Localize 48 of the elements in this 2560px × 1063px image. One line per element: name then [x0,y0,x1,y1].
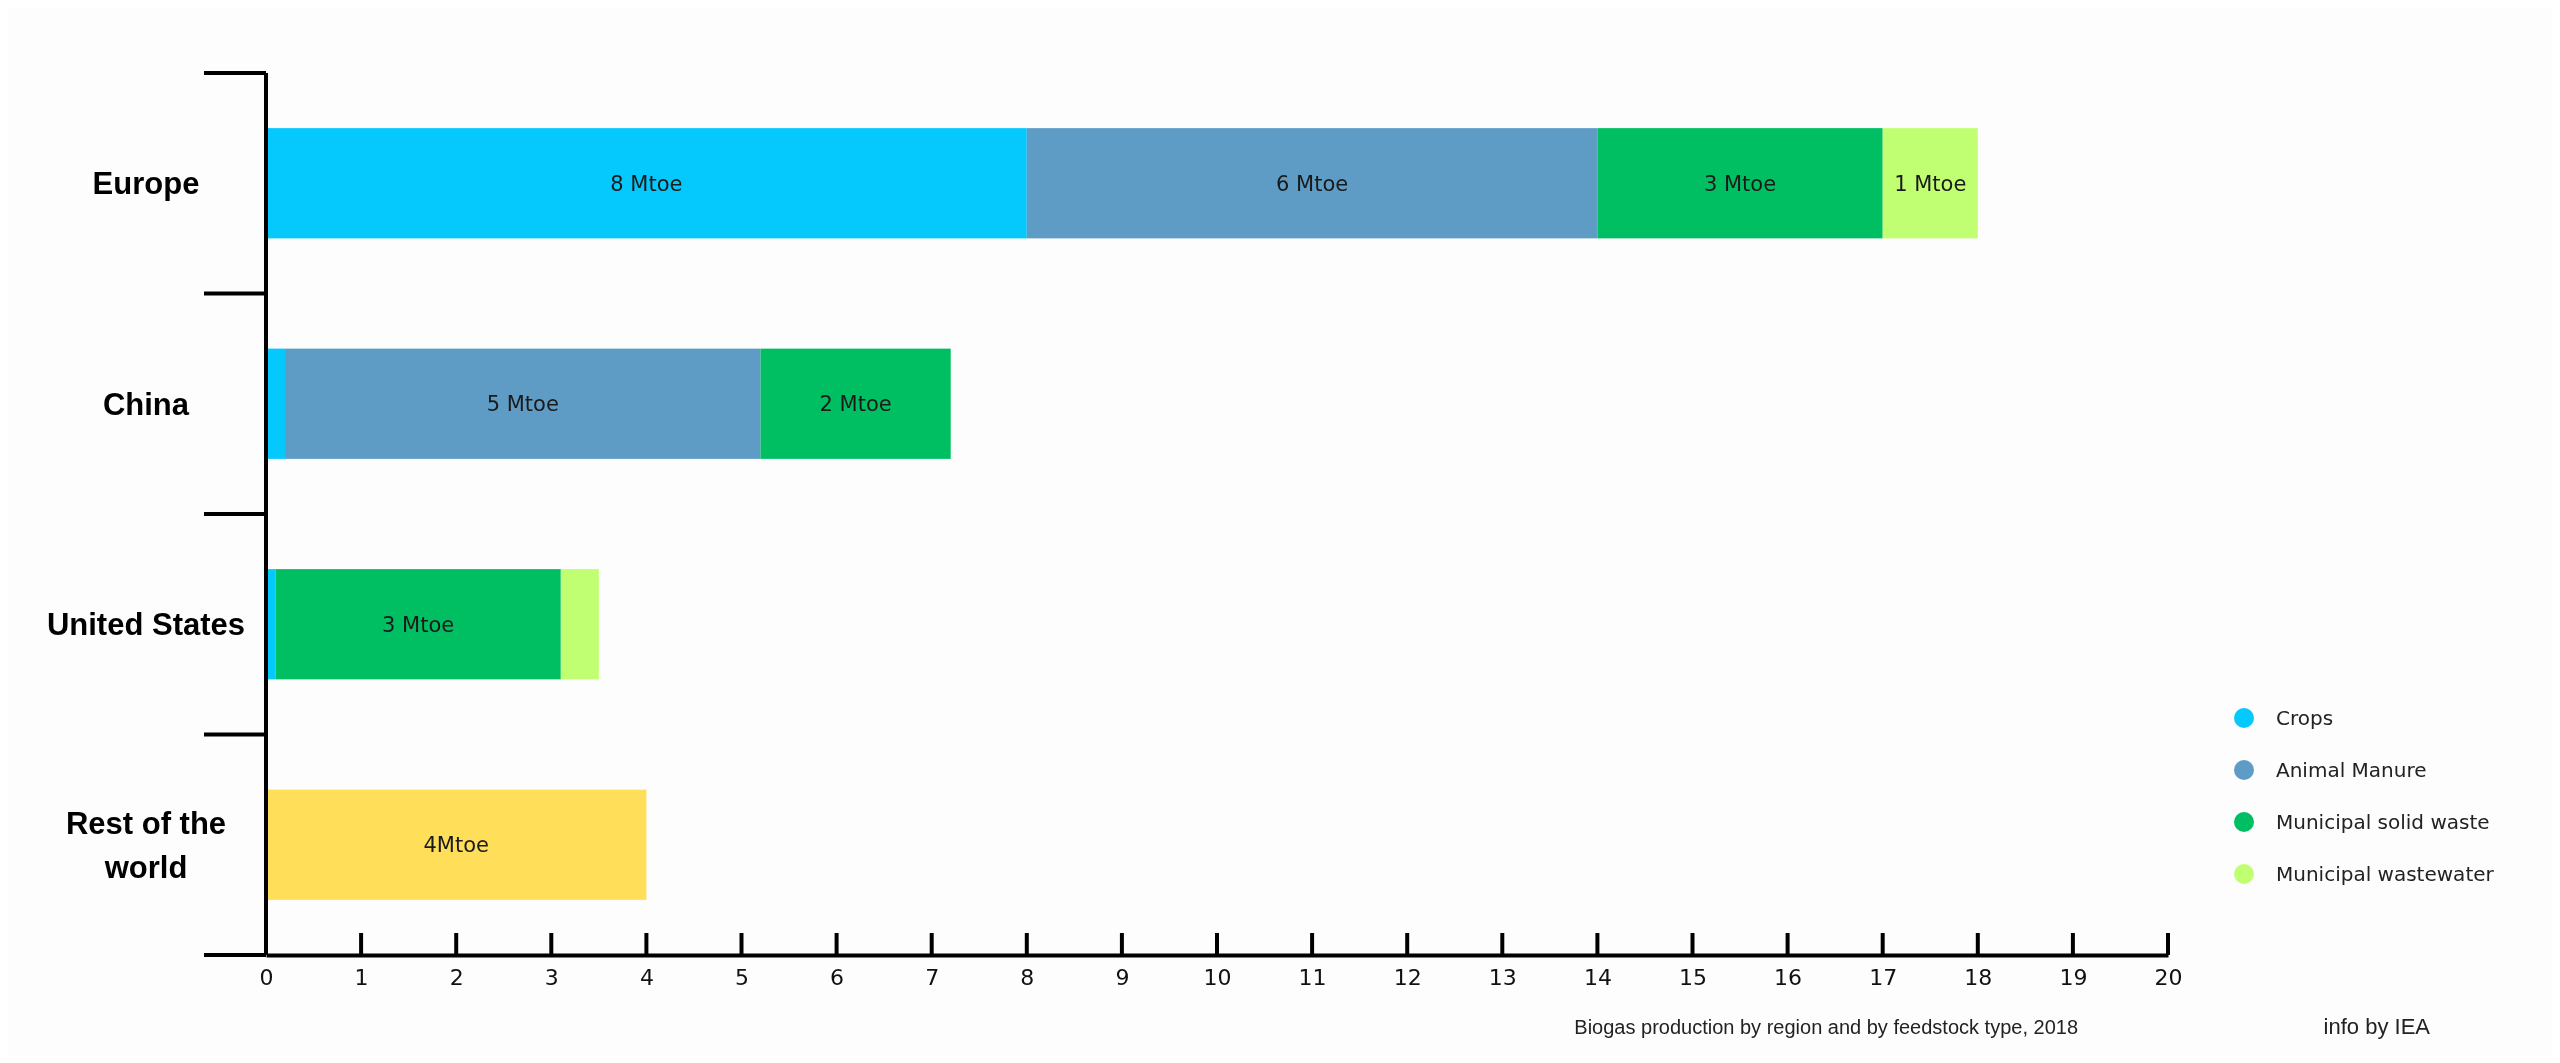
x-tick-label: 9 [1115,964,1130,990]
legend-label: Municipal wastewater [2276,862,2495,886]
x-tick-label: 14 [1583,964,1612,990]
text: info by IEA [2323,1014,2431,1039]
x-tick-label: 4 [639,964,654,990]
x-tick-label: 2 [449,964,464,990]
x-tick-label: 11 [1298,964,1327,990]
data-label: 3 Mtoe [382,612,455,637]
bar [275,569,561,680]
data-label: 3 Mtoe [1703,171,1777,196]
data-label: 8 Mtoe [610,171,683,196]
data-label: 5 Mtoe [486,392,559,417]
data-label: 6 Mtoe [1276,171,1349,196]
x-tick-label: 13 [1488,964,1517,990]
bar [760,348,951,459]
data-label: 2 Mtoe [819,392,892,417]
bar [266,789,647,900]
bar [1882,128,1978,239]
bar [560,569,599,680]
x-tick-label: 16 [1774,964,1803,990]
x-tick-label: 0 [259,964,274,990]
y-tick-label: Rest of the world [65,805,227,885]
x-tick-label: 1 [354,964,369,990]
x-tick-label: 19 [2059,964,2088,990]
x-tick-label: 7 [925,964,940,990]
legend-label: Animal Manure [2276,758,2427,782]
y-tick-label: China [102,386,190,422]
y-tick-label: United States [46,607,246,643]
x-tick-label: 18 [1964,964,1993,990]
bar [1597,128,1883,239]
legend-label: Municipal solid waste [2276,810,2490,834]
x-tick-label: 15 [1679,964,1707,990]
x-tick-label: 12 [1393,964,1422,990]
legend-label: Crops [2276,706,2334,730]
data-label: 1 Mtoe [1894,171,1967,196]
x-tick-label: 5 [735,964,749,990]
x-tick-label: 17 [1869,964,1898,990]
x-tick-label: 8 [1020,964,1035,990]
x-tick-label: 10 [1203,964,1232,990]
bar [1026,128,1598,239]
text: Biogas production by region and by feedstock type, 2018 [1574,1016,2078,1038]
x-tick-label: 20 [2154,964,2183,990]
x-tick-label: 6 [830,964,845,990]
bar [266,128,1027,239]
x-tick-label: 3 [544,964,559,990]
bar [285,348,761,459]
y-tick-label: Europe [92,166,200,202]
data-label: 4Mtoe [423,833,489,858]
